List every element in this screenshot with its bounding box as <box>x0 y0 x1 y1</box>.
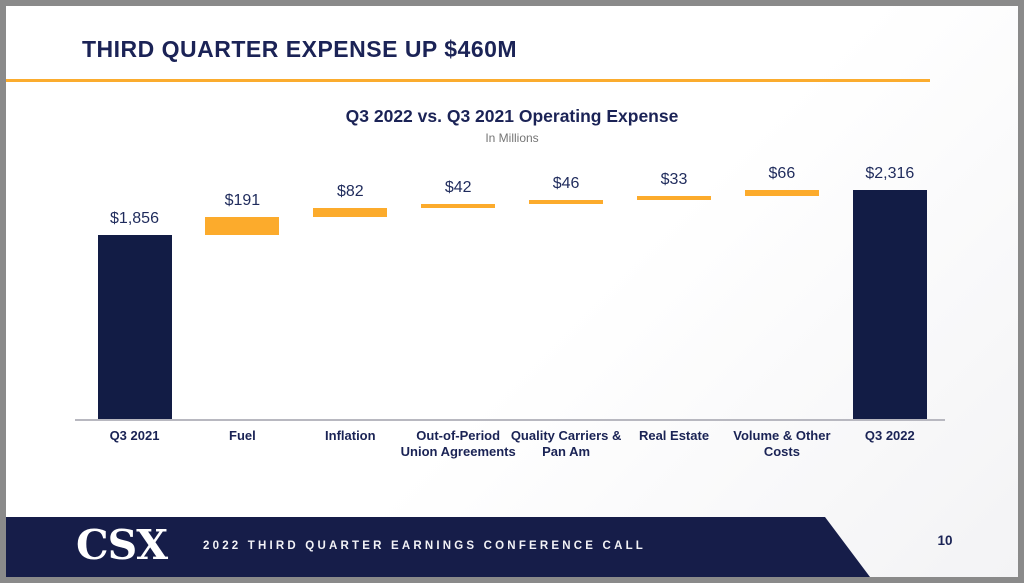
waterfall-bar-delta <box>421 204 496 209</box>
title-divider-line <box>6 79 930 82</box>
waterfall-chart: $1,856 Q3 2021 $191 Fuel $82 Inflation $42 Out-… <box>6 6 1018 577</box>
csx-logo: CSX <box>76 521 168 569</box>
x-axis-baseline <box>75 419 945 421</box>
page-number: 10 <box>937 533 953 548</box>
waterfall-bar-delta <box>637 196 711 200</box>
slide-title: THIRD QUARTER EXPENSE UP $460M <box>82 36 518 62</box>
bar-value-label: $2,316 <box>865 164 915 182</box>
bar-value-label: $66 <box>768 164 796 182</box>
x-axis-category-label: Q3 2022 <box>864 428 915 443</box>
slide: THIRD QUARTER EXPENSE UP $460M Q3 2022 v… <box>6 6 1018 577</box>
bar-value-label: $191 <box>224 191 261 209</box>
x-axis-category-label: Q3 2021 <box>109 428 160 443</box>
bar-value-label: $82 <box>336 183 364 201</box>
x-axis-category-label: Out-of-Period Union Agreements <box>400 428 516 459</box>
x-axis-category-label: Quality Carriers & Pan Am <box>510 428 622 459</box>
x-axis-category-label: Volume & Other Costs <box>733 428 831 459</box>
waterfall-bar-delta <box>205 216 280 236</box>
waterfall-bar-delta <box>313 208 388 217</box>
chart-subtitle: In Millions <box>485 131 539 145</box>
waterfall-bar-delta <box>744 189 819 197</box>
footer-caption: 2022 THIRD QUARTER EARNINGS CONFERENCE C… <box>203 540 647 552</box>
x-axis-category-label: Fuel <box>229 428 256 443</box>
bar-value-label: $1,856 <box>110 210 159 228</box>
chart-title: Q3 2022 vs. Q3 2021 Operating Expense <box>345 106 679 126</box>
bar-value-label: $42 <box>444 179 472 197</box>
bar-value-label: $46 <box>552 174 580 192</box>
waterfall-bar-total <box>852 189 927 419</box>
bar-value-label: $33 <box>660 171 688 189</box>
x-axis-category-label: Real Estate <box>638 428 710 443</box>
footer-band <box>6 517 870 577</box>
waterfall-bar-delta <box>529 199 604 205</box>
waterfall-bar-total <box>97 235 172 419</box>
x-axis-category-label: Inflation <box>325 428 376 443</box>
